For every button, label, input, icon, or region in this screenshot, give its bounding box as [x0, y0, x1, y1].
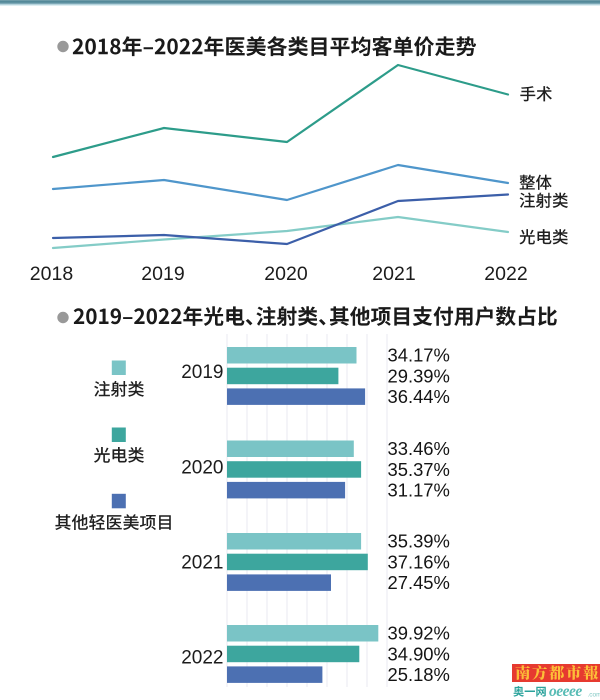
svg-text:39.92%: 39.92% [388, 623, 450, 644]
svg-text:37.16%: 37.16% [388, 551, 450, 572]
svg-text:oeeee: oeeee [549, 683, 582, 700]
svg-text:2019: 2019 [141, 263, 184, 285]
svg-text:34.90%: 34.90% [388, 643, 450, 664]
svg-text:.com: .com [588, 692, 600, 699]
svg-text:34.17%: 34.17% [388, 345, 450, 366]
svg-text:2021: 2021 [181, 552, 223, 573]
svg-text:27.45%: 27.45% [388, 572, 450, 593]
svg-text:36.44%: 36.44% [388, 386, 450, 407]
svg-text:2018: 2018 [30, 263, 73, 285]
svg-text:2020: 2020 [181, 457, 223, 478]
svg-text:2022: 2022 [181, 647, 223, 668]
svg-text:29.39%: 29.39% [388, 365, 450, 386]
svg-text:33.46%: 33.46% [388, 438, 450, 459]
svg-text:25.18%: 25.18% [388, 664, 450, 685]
svg-text:35.37%: 35.37% [388, 459, 450, 480]
svg-text:2021: 2021 [372, 263, 415, 285]
svg-text:35.39%: 35.39% [388, 531, 450, 552]
svg-text:2022: 2022 [484, 263, 527, 285]
svg-text:2020: 2020 [264, 263, 308, 285]
svg-text:2019: 2019 [181, 362, 223, 383]
svg-text:31.17%: 31.17% [388, 480, 450, 501]
